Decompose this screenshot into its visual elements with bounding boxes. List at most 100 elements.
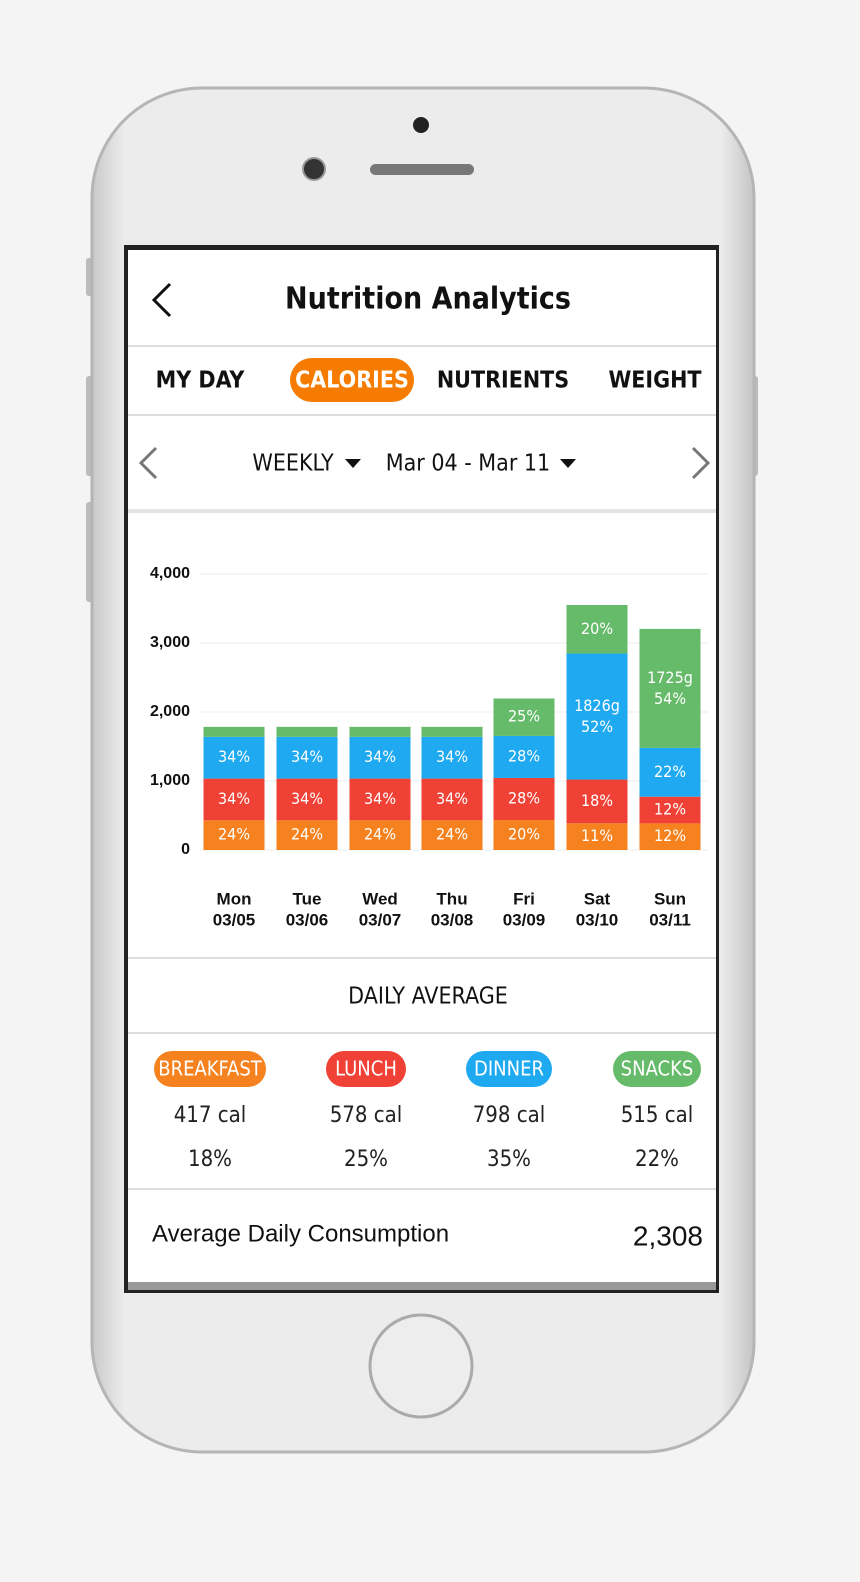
bar-segment — [493, 777, 555, 820]
percent-label: 25% — [508, 707, 540, 726]
percent-label: 11% — [581, 826, 613, 845]
x-tick-label: Wed — [362, 889, 398, 908]
meal-percent: 35% — [487, 1147, 531, 1172]
percent-label: 12% — [654, 826, 686, 845]
percent-label: 24% — [364, 825, 396, 844]
percent-label: 52% — [581, 717, 613, 736]
x-tick-label: Fri — [513, 889, 535, 908]
tab-pill — [290, 358, 414, 402]
percent-label: 22% — [654, 762, 686, 781]
bar-segment — [276, 726, 338, 737]
x-tick-date: 03/05 — [213, 910, 256, 929]
percent-label: 34% — [364, 789, 396, 808]
percent-label: 34% — [291, 747, 323, 766]
bar-segment — [203, 778, 265, 821]
screen-edge — [128, 1282, 716, 1290]
y-tick-label: 1,000 — [150, 772, 190, 789]
percent-label: 34% — [436, 747, 468, 766]
dropdown-arrow — [345, 459, 361, 468]
bar-segment — [421, 736, 483, 779]
x-tick-label: Thu — [436, 889, 467, 908]
x-tick-date: 03/11 — [649, 910, 691, 929]
y-tick-label: 0 — [181, 841, 190, 858]
bar-segment — [566, 823, 628, 850]
percent-label: 24% — [218, 825, 250, 844]
camera — [302, 157, 326, 181]
tab[interactable]: CALORIES — [295, 368, 409, 394]
bar-segment — [349, 726, 411, 737]
value-label: 1826g — [574, 696, 620, 715]
bar-segment — [566, 653, 628, 780]
chart: 0 1,000 2,000 3,000 4,000 24% 34% 34% Mon 03/05 24… — [150, 565, 708, 929]
percent-label: 24% — [436, 825, 468, 844]
bar-segment — [566, 604, 628, 654]
bar-segment — [421, 726, 483, 737]
x-tick-label: Tue — [293, 889, 322, 908]
meal-percent: 22% — [635, 1147, 679, 1172]
next-period[interactable] — [691, 446, 711, 480]
percent-label: 34% — [291, 789, 323, 808]
bar-segment — [493, 819, 555, 850]
meal-pill — [466, 1051, 552, 1087]
bar-segment — [493, 698, 555, 736]
section-title: DAILY AVERAGE — [348, 984, 508, 1010]
bar-segment — [203, 820, 265, 850]
x-tick-date: 03/09 — [503, 910, 546, 929]
percent-label: 24% — [291, 825, 323, 844]
tab[interactable]: MY DAY — [156, 368, 246, 394]
meal-calories: 798 cal — [473, 1103, 546, 1128]
percent-label: 12% — [654, 800, 686, 819]
header-title: Nutrition Analytics — [285, 282, 571, 317]
meal-percent: 25% — [344, 1147, 388, 1172]
meal-calories: 578 cal — [330, 1103, 403, 1128]
meal-name: SNACKS — [621, 1057, 694, 1081]
summary-value: 2,308 — [633, 1220, 703, 1251]
percent-label: 34% — [364, 747, 396, 766]
x-tick-date: 03/06 — [286, 910, 329, 929]
tab-bar: MY DAY CALORIES NUTRIENTS WEIGHT — [156, 358, 702, 402]
bar-segment — [276, 778, 338, 821]
bar-segment — [203, 736, 265, 779]
percent-label: 34% — [218, 789, 250, 808]
bar-segment — [421, 820, 483, 850]
bar-segment — [639, 823, 701, 850]
meal-percent: 18% — [188, 1147, 232, 1172]
divider — [128, 509, 716, 513]
dropdown-arrow — [560, 459, 576, 468]
bar-segment — [639, 747, 701, 797]
bar-segment — [639, 796, 701, 824]
period-mode[interactable]: WEEKLY — [252, 451, 334, 477]
percent-label: 20% — [581, 619, 613, 638]
prev-period[interactable] — [138, 446, 158, 480]
percent-label: 28% — [508, 746, 540, 765]
value-label: 1725g — [647, 668, 693, 687]
meal-name: DINNER — [474, 1057, 544, 1081]
percent-label: 18% — [581, 791, 613, 810]
meal-name: LUNCH — [335, 1057, 397, 1081]
x-tick-date: 03/07 — [359, 910, 402, 929]
bar-segment — [276, 820, 338, 850]
meal-name: BREAKFAST — [158, 1057, 263, 1081]
summary-label: Average Daily Consumption — [152, 1220, 449, 1247]
meal-pill — [326, 1051, 406, 1087]
percent-label: 34% — [436, 789, 468, 808]
back-button[interactable] — [151, 282, 172, 318]
percent-label: 34% — [218, 747, 250, 766]
x-tick-label: Sun — [654, 889, 686, 908]
bar-segment — [349, 778, 411, 821]
bar-segment — [639, 628, 701, 748]
x-tick-date: 03/10 — [576, 910, 619, 929]
x-tick-label: Mon — [217, 889, 252, 908]
period-range[interactable]: Mar 04 - Mar 11 — [386, 451, 550, 477]
bar-segment — [493, 735, 555, 778]
daily-average: BREAKFAST 417 cal 18% LUNCH 578 cal 25% DINNER… — [154, 1051, 701, 1172]
bar-segment — [349, 736, 411, 779]
bar-segment — [566, 779, 628, 824]
home-button[interactable] — [368, 1313, 474, 1419]
bar-segment — [203, 726, 265, 737]
meal-pill — [154, 1051, 266, 1087]
speaker — [370, 164, 474, 175]
tab[interactable]: WEIGHT — [608, 368, 701, 394]
tab[interactable]: NUTRIENTS — [437, 368, 569, 394]
bar-segment — [421, 778, 483, 821]
